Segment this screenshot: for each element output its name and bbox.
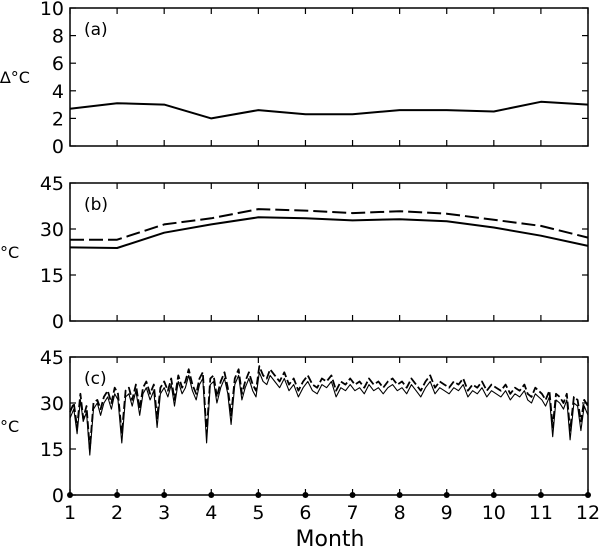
x-tick-label: 10 xyxy=(482,502,506,524)
x-tick-marker xyxy=(114,492,121,498)
y-tick-label: 2 xyxy=(52,108,64,130)
x-tick-marker xyxy=(443,492,450,498)
x-tick-marker xyxy=(208,492,215,498)
x-tick-label: 3 xyxy=(158,502,170,524)
series-line-solid xyxy=(69,371,589,456)
y-tick-label: 45 xyxy=(40,173,64,195)
x-tick-label: 5 xyxy=(252,502,264,524)
series-line-dashed xyxy=(70,208,589,241)
series-line-solid xyxy=(69,216,589,249)
series-line-solid xyxy=(69,100,589,120)
plot-frame xyxy=(69,356,589,496)
y-tick-label: 4 xyxy=(52,81,64,103)
y-tick-label: 6 xyxy=(52,53,64,75)
x-axis-label: Month xyxy=(296,527,365,551)
plot-frame xyxy=(69,182,589,322)
x-tick-marker xyxy=(396,492,403,498)
y-tick-label: 30 xyxy=(40,393,64,415)
plot-frame xyxy=(69,7,589,147)
y-tick-label: 15 xyxy=(40,265,64,287)
x-tick-marker xyxy=(349,492,356,498)
x-tick-marker xyxy=(490,492,497,498)
x-tick-marker xyxy=(67,492,73,498)
panel-a: 0 2 4 6 8 10 (a) ∆°C xyxy=(0,0,589,158)
y-tick-label: 8 xyxy=(52,26,64,48)
x-tick-label: 11 xyxy=(529,502,553,524)
x-tick-label: 2 xyxy=(111,502,123,524)
x-tick-marker xyxy=(161,492,168,498)
x-tick-marker xyxy=(585,492,591,498)
x-tick-marker xyxy=(302,492,309,498)
y-axis-label: °C xyxy=(0,417,19,436)
y-axis-label: ∆°C xyxy=(0,68,30,87)
x-tick-label: 1 xyxy=(64,502,76,524)
panel-label: (a) xyxy=(84,20,108,40)
y-tick-label: 15 xyxy=(40,439,64,461)
panel-b: 0 15 30 45 (b) °C xyxy=(0,173,589,333)
y-tick-label: 0 xyxy=(52,136,64,158)
y-tick-label: 30 xyxy=(40,219,64,241)
y-tick-label: 0 xyxy=(52,311,64,333)
series-line-dashed xyxy=(69,365,589,450)
x-tick-label: 6 xyxy=(299,502,311,524)
x-tick-label: 12 xyxy=(576,502,600,524)
panel-label: (b) xyxy=(84,195,108,215)
x-tick-label: 9 xyxy=(441,502,453,524)
panel-label: (c) xyxy=(84,369,107,389)
y-tick-label: 10 xyxy=(40,0,64,20)
x-tick-label: 8 xyxy=(394,502,406,524)
y-tick-label: 45 xyxy=(40,347,64,369)
x-tick-label: 7 xyxy=(346,502,358,524)
x-tick-label: 4 xyxy=(205,502,217,524)
x-tick-marker xyxy=(537,492,544,498)
y-tick-label: 0 xyxy=(52,485,64,507)
x-tick-marker xyxy=(255,492,262,498)
y-axis-label: °C xyxy=(0,243,19,262)
